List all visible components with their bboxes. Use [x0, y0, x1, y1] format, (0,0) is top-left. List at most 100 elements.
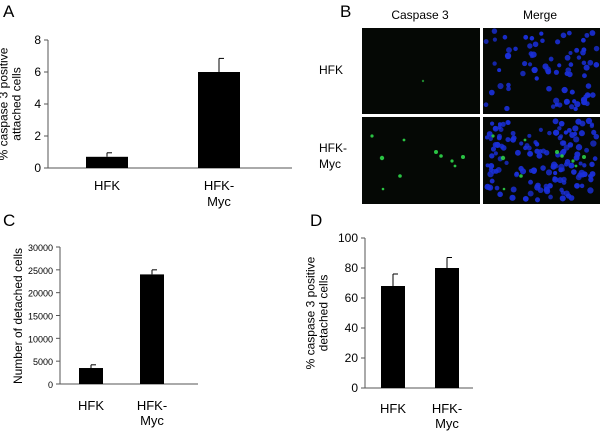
nucleus-dot	[582, 163, 587, 168]
nucleus-dot	[483, 102, 489, 108]
nucleus-dot	[560, 32, 567, 39]
nucleus-dot	[538, 149, 543, 154]
nucleus-dot	[563, 130, 569, 135]
caspase-positive-cell	[555, 150, 559, 154]
nucleus-dot	[533, 140, 538, 145]
microscopy-panel: Caspase 3 Merge HFK HFK- Myc	[319, 8, 600, 204]
nucleus-dot	[519, 141, 524, 146]
chart-d-category-label: Myc	[435, 416, 459, 431]
nucleus-dot	[557, 126, 562, 131]
caspase-positive-cell	[370, 134, 374, 138]
nucleus-dot	[509, 194, 516, 201]
nucleus-dot	[506, 86, 511, 92]
caspase-positive-cell	[523, 138, 527, 142]
nucleus-dot	[555, 39, 561, 45]
nucleus-dot	[522, 60, 528, 67]
nucleus-dot	[547, 183, 553, 189]
nucleus-dot	[527, 150, 534, 157]
nucleus-dot	[575, 174, 582, 181]
nucleus-dot	[589, 161, 595, 168]
chart-c-y-tick-label: 15000	[28, 312, 53, 322]
nucleus-dot	[492, 142, 499, 148]
nucleus-dot	[492, 37, 498, 42]
nucleus-dot	[574, 47, 580, 53]
nucleus-dot	[534, 184, 541, 191]
nucleus-dot	[581, 171, 588, 178]
chart-d-category-label: HFK	[380, 401, 406, 416]
nucleus-dot	[587, 59, 594, 66]
nucleus-dot	[531, 66, 538, 74]
nucleus-dot	[528, 179, 533, 185]
nucleus-dot	[568, 51, 573, 56]
nucleus-dot	[587, 187, 594, 194]
nucleus-dot	[579, 183, 585, 189]
nucleus-dot	[585, 83, 592, 89]
nucleus-dot	[491, 28, 498, 34]
nucleus-dot	[519, 168, 527, 175]
chart-a-y-tick-label: 8	[34, 33, 41, 47]
nucleus-dot	[581, 37, 586, 43]
nucleus-dot	[539, 31, 544, 36]
nucleus-dot	[584, 32, 590, 38]
nucleus-dot	[569, 132, 576, 139]
nucleus-dot	[504, 52, 512, 60]
micrograph-hfk-caspase3	[362, 28, 480, 114]
nucleus-dot	[484, 135, 490, 140]
nucleus-dot	[585, 117, 593, 125]
nucleus-dot	[504, 105, 510, 112]
nucleus-dot	[569, 89, 575, 95]
nucleus-dot	[571, 169, 577, 175]
chart-c-y-axis-label: Number of detached cells	[11, 248, 25, 384]
nucleus-dot	[564, 158, 571, 165]
panel-letter-d: D	[310, 211, 322, 230]
caspase-positive-cell	[450, 159, 454, 163]
nucleus-dot	[545, 169, 553, 176]
nucleus-dot	[550, 104, 556, 109]
nucleus-dot	[590, 140, 597, 147]
nucleus-dot	[566, 127, 572, 133]
nucleus-dot	[575, 118, 582, 125]
chart-d-y-tick-label: 60	[345, 291, 359, 305]
chart-c-category-label: HFK	[78, 398, 104, 413]
nucleus-dot	[489, 153, 495, 159]
nucleus-dot	[583, 64, 590, 71]
chart-c-y-tick-label: 0	[48, 380, 53, 390]
nucleus-dot	[527, 43, 533, 49]
nucleus-dot	[588, 177, 594, 183]
nucleus-dot	[510, 186, 517, 193]
panel-letter-a: A	[3, 2, 15, 21]
caspase-positive-cell	[453, 164, 457, 168]
nucleus-dot	[589, 30, 596, 36]
nucleus-dot	[534, 76, 539, 81]
chart-d-bar	[435, 268, 459, 388]
chart-a-category-label: HFK-	[204, 178, 234, 193]
nucleus-dot	[497, 68, 502, 73]
chart-a-bar	[86, 156, 128, 168]
nucleus-dot	[568, 162, 575, 169]
nucleus-dot	[553, 171, 558, 176]
chart-c-y-tick-label: 30000	[28, 243, 53, 253]
nucleus-dot	[529, 36, 535, 41]
nucleus-dot	[500, 145, 507, 151]
nucleus-dot	[493, 151, 498, 156]
nucleus-dot	[500, 121, 506, 127]
nucleus-dot	[504, 160, 509, 166]
nucleus-dot	[559, 134, 564, 139]
nucleus-dot	[485, 163, 490, 168]
nucleus-dot	[529, 54, 534, 59]
nucleus-dot	[593, 133, 600, 140]
nucleus-dot	[557, 63, 562, 68]
nucleus-dot	[493, 126, 498, 131]
nucleus-dot	[582, 73, 587, 79]
nucleus-dot	[559, 195, 566, 202]
nucleus-dot	[557, 102, 563, 108]
chart-a-y-axis-label: % caspase 3 positive	[0, 47, 11, 160]
nucleus-dot	[558, 120, 565, 127]
nucleus-dot	[573, 106, 578, 112]
nucleus-dot	[520, 70, 526, 77]
caspase-positive-cell	[434, 150, 438, 154]
nucleus-dot	[494, 185, 500, 191]
caspase-positive-cell	[500, 155, 506, 161]
chart-d-y-tick-label: 80	[345, 261, 359, 275]
